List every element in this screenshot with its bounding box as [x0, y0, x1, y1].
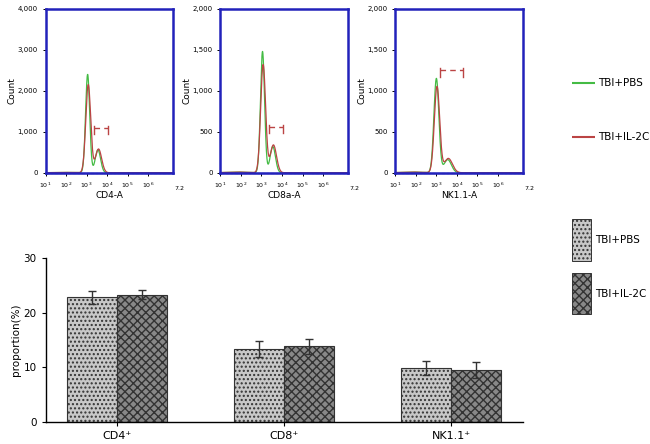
- Bar: [117, 294, 167, 422]
- Bar: [284, 346, 334, 422]
- Bar: [401, 368, 451, 422]
- Text: 7.2: 7.2: [349, 186, 359, 191]
- Bar: [451, 370, 501, 422]
- Bar: [234, 349, 284, 422]
- Bar: [67, 297, 117, 422]
- Text: TBI+IL-2C: TBI+IL-2C: [595, 289, 646, 299]
- Text: TBI+IL-2C: TBI+IL-2C: [598, 132, 649, 142]
- X-axis label: CD4-A: CD4-A: [96, 191, 123, 200]
- Text: 7.2: 7.2: [524, 186, 534, 191]
- Y-axis label: Count: Count: [182, 77, 191, 104]
- X-axis label: CD8a-A: CD8a-A: [267, 191, 301, 200]
- Y-axis label: Count: Count: [7, 77, 16, 104]
- Text: A: A: [18, 0, 27, 2]
- Text: TBI+PBS: TBI+PBS: [598, 78, 643, 88]
- Text: B: B: [192, 0, 202, 2]
- Text: C: C: [367, 0, 376, 2]
- Text: 7.2: 7.2: [174, 186, 184, 191]
- Text: TBI+PBS: TBI+PBS: [595, 235, 640, 245]
- X-axis label: NK1.1-A: NK1.1-A: [441, 191, 477, 200]
- Y-axis label: Count: Count: [357, 77, 366, 104]
- Y-axis label: proportion(%): proportion(%): [10, 304, 21, 376]
